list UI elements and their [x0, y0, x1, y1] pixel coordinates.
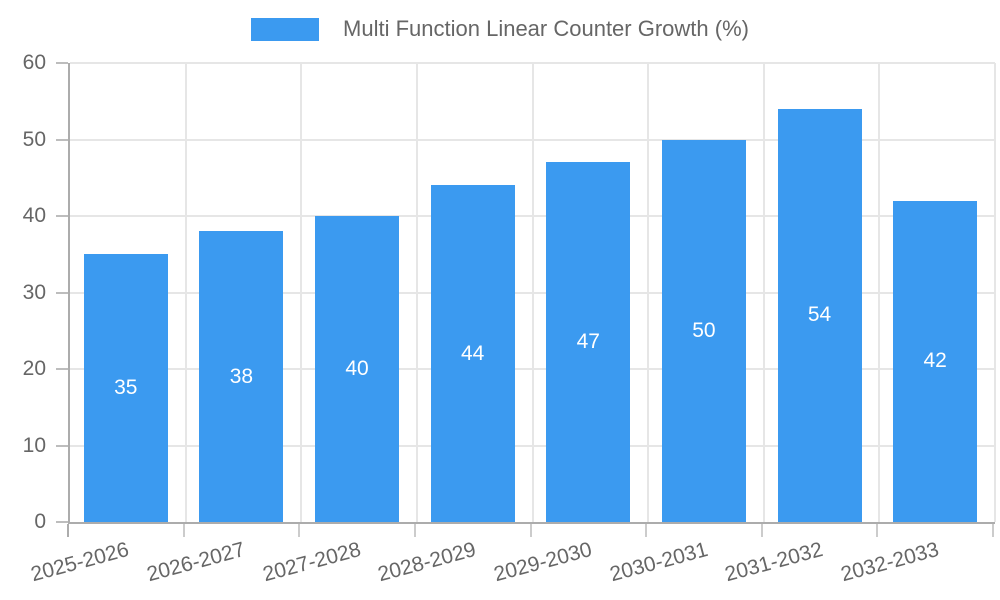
vertical-gridline	[878, 63, 881, 522]
x-axis-tick	[298, 524, 301, 537]
x-axis-category-label: 2026-2027	[144, 538, 248, 587]
vertical-gridline	[300, 63, 303, 522]
chart-legend[interactable]: Multi Function Linear Counter Growth (%)	[0, 16, 1000, 42]
bar-value-label: 50	[692, 318, 716, 342]
x-axis-category-label: 2028-2029	[375, 538, 479, 587]
bar-value-label: 40	[345, 357, 369, 380]
x-axis-tick	[992, 524, 994, 537]
bar-value-label: 38	[229, 364, 254, 388]
x-axis-tick	[67, 524, 69, 537]
legend-swatch[interactable]	[251, 17, 320, 41]
y-axis-tick	[56, 215, 68, 217]
y-axis-tick-label: 0	[34, 510, 46, 533]
x-axis-category-label: 2025-2026	[28, 538, 132, 587]
y-axis-tick	[56, 444, 68, 447]
x-axis-tick	[413, 524, 416, 537]
y-axis-tick	[56, 62, 68, 64]
vertical-gridline	[647, 63, 650, 522]
vertical-gridline	[762, 63, 765, 522]
vertical-gridline	[994, 63, 996, 522]
bar	[315, 216, 400, 522]
plot-area	[68, 62, 996, 524]
bar	[777, 108, 862, 522]
bar	[199, 231, 284, 522]
x-axis-category-label: 2031-2032	[722, 538, 826, 587]
y-axis-tick-label: 20	[22, 357, 46, 380]
vertical-gridline	[531, 63, 534, 522]
y-axis-tick-label: 40	[22, 204, 46, 227]
y-axis-tick-label: 10	[22, 433, 46, 457]
x-axis-tick	[645, 524, 648, 537]
x-axis-category-label: 2029-2030	[491, 538, 595, 587]
legend-label[interactable]: Multi Function Linear Counter Growth (%)	[343, 16, 749, 41]
y-axis-tick	[56, 291, 68, 294]
bar-value-label: 44	[461, 341, 485, 365]
y-axis-tick-label: 50	[22, 127, 46, 151]
x-axis-tick	[182, 524, 185, 537]
x-axis-category-label: 2030-2031	[606, 538, 710, 587]
bar-value-label: 54	[807, 303, 832, 327]
x-axis-tick	[876, 524, 879, 537]
y-axis-tick	[56, 368, 68, 370]
y-axis-tick-label: 60	[22, 51, 46, 74]
bar	[893, 200, 978, 522]
bar-value-label: 47	[576, 330, 600, 354]
x-axis-tick	[529, 524, 532, 537]
y-axis-tick	[56, 138, 68, 141]
bar-value-label: 35	[114, 376, 138, 400]
vertical-gridline	[415, 63, 418, 522]
bar	[430, 185, 515, 522]
x-axis-category-label: 2032-2033	[838, 538, 942, 587]
bar-value-label: 42	[923, 349, 947, 373]
bar	[661, 139, 746, 522]
vertical-gridline	[184, 63, 187, 522]
x-axis-tick	[760, 524, 763, 537]
y-axis-tick	[56, 521, 68, 523]
bar	[546, 162, 631, 522]
bar	[83, 254, 168, 522]
x-axis-category-label: 2027-2028	[260, 538, 364, 587]
y-axis-tick-label: 30	[22, 280, 46, 304]
